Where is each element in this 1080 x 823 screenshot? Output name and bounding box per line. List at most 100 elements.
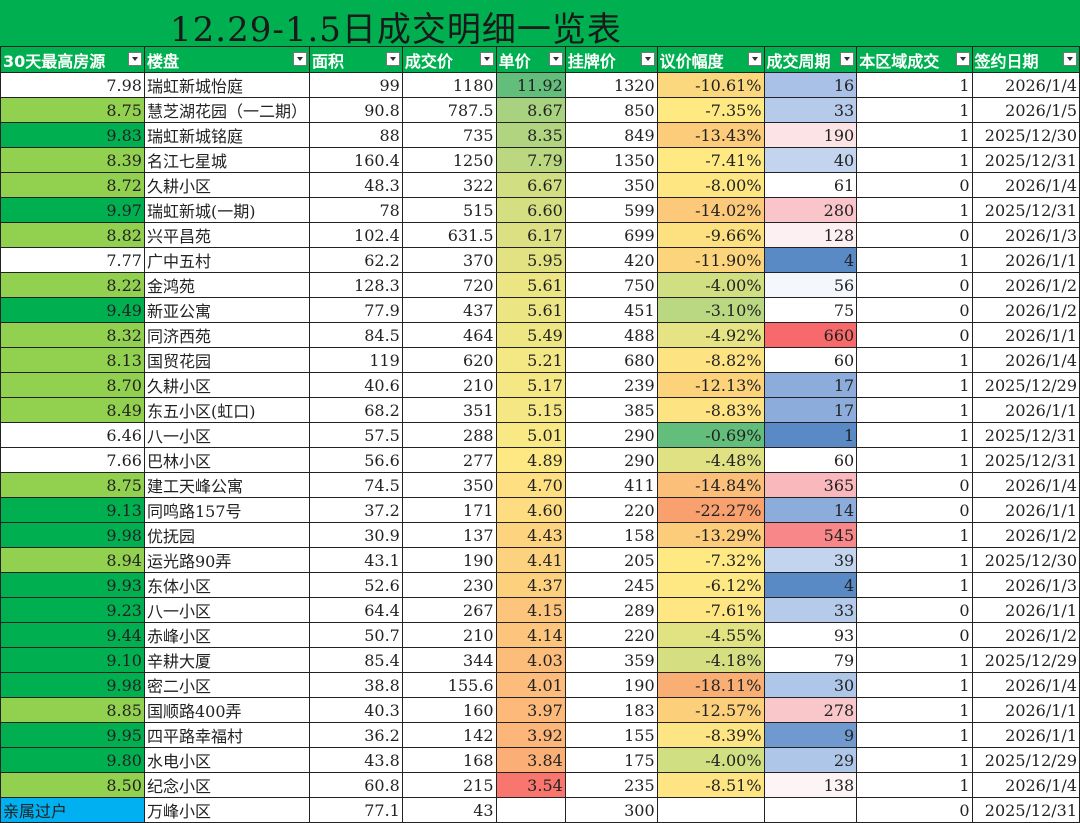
name-cell[interactable]: 国贸花园 xyxy=(143,347,310,373)
price-cell[interactable]: 210 xyxy=(401,372,497,398)
cycle-cell[interactable]: 17 xyxy=(763,397,858,423)
date-cell[interactable]: 2026/1/4 xyxy=(971,347,1080,373)
date-cell[interactable]: 2026/1/1 xyxy=(971,397,1080,423)
cycle-cell[interactable]: 75 xyxy=(763,297,858,323)
cycle-cell[interactable]: 128 xyxy=(763,222,858,248)
unit-price-cell[interactable]: 4.60 xyxy=(495,497,566,523)
area-cell[interactable]: 57.5 xyxy=(308,422,403,448)
column-header[interactable]: 本区域成交 xyxy=(856,46,973,73)
list-price-cell[interactable]: 220 xyxy=(564,622,658,648)
cycle-cell[interactable]: 9 xyxy=(763,722,858,748)
unit-price-cell[interactable]: 5.01 xyxy=(495,422,566,448)
list-price-cell[interactable]: 1320 xyxy=(564,72,658,98)
discount-cell[interactable]: -0.69% xyxy=(656,422,765,448)
list-price-cell[interactable]: 290 xyxy=(564,447,658,473)
area-cell[interactable]: 60.8 xyxy=(308,772,403,798)
unit-price-cell[interactable]: 5.17 xyxy=(495,372,566,398)
local-count-cell[interactable]: 0 xyxy=(856,497,973,523)
unit-price-cell[interactable]: 4.89 xyxy=(495,447,566,473)
discount-cell[interactable]: -13.29% xyxy=(656,522,765,548)
price-cell[interactable]: 155.6 xyxy=(401,672,497,698)
cycle-cell[interactable]: 660 xyxy=(763,322,858,348)
area-cell[interactable]: 74.5 xyxy=(308,472,403,498)
area-cell[interactable]: 85.4 xyxy=(308,647,403,673)
local-count-cell[interactable]: 0 xyxy=(856,272,973,298)
discount-cell[interactable]: -12.13% xyxy=(656,372,765,398)
filter-dropdown-icon[interactable] xyxy=(127,52,142,66)
discount-cell[interactable]: -14.02% xyxy=(656,197,765,223)
name-cell[interactable]: 瑞虹新城怡庭 xyxy=(143,72,310,98)
score-cell[interactable]: 6.46 xyxy=(0,422,145,448)
cycle-cell[interactable]: 29 xyxy=(763,747,858,773)
list-price-cell[interactable]: 235 xyxy=(564,772,658,798)
name-cell[interactable]: 东五小区(虹口) xyxy=(143,397,310,423)
list-price-cell[interactable]: 599 xyxy=(564,197,658,223)
list-price-cell[interactable]: 183 xyxy=(564,697,658,723)
score-cell[interactable]: 8.75 xyxy=(0,97,145,123)
price-cell[interactable]: 735 xyxy=(401,122,497,148)
score-cell[interactable]: 9.83 xyxy=(0,122,145,148)
area-cell[interactable]: 30.9 xyxy=(308,522,403,548)
unit-price-cell[interactable]: 4.01 xyxy=(495,672,566,698)
list-price-cell[interactable]: 289 xyxy=(564,597,658,623)
local-count-cell[interactable]: 1 xyxy=(856,72,973,98)
filter-dropdown-icon[interactable] xyxy=(479,52,494,66)
price-cell[interactable]: 190 xyxy=(401,547,497,573)
filter-dropdown-icon[interactable] xyxy=(385,52,400,66)
score-cell[interactable]: 9.23 xyxy=(0,597,145,623)
score-cell[interactable]: 7.66 xyxy=(0,447,145,473)
name-cell[interactable]: 瑞虹新城铭庭 xyxy=(143,122,310,148)
cycle-cell[interactable]: 17 xyxy=(763,372,858,398)
name-cell[interactable]: 瑞虹新城(一期) xyxy=(143,197,310,223)
local-count-cell[interactable]: 0 xyxy=(856,297,973,323)
unit-price-cell[interactable]: 3.84 xyxy=(495,747,566,773)
cycle-cell[interactable]: 4 xyxy=(763,572,858,598)
discount-cell[interactable]: -4.00% xyxy=(656,747,765,773)
price-cell[interactable]: 344 xyxy=(401,647,497,673)
area-cell[interactable]: 62.2 xyxy=(308,247,403,273)
area-cell[interactable]: 56.6 xyxy=(308,447,403,473)
discount-cell[interactable]: -13.43% xyxy=(656,122,765,148)
name-cell[interactable]: 赤峰小区 xyxy=(143,622,310,648)
local-count-cell[interactable]: 0 xyxy=(856,172,973,198)
local-count-cell[interactable]: 1 xyxy=(856,772,973,798)
score-cell[interactable]: 8.72 xyxy=(0,172,145,198)
discount-cell[interactable]: -7.41% xyxy=(656,147,765,173)
local-count-cell[interactable]: 0 xyxy=(856,597,973,623)
unit-price-cell[interactable]: 8.67 xyxy=(495,97,566,123)
area-cell[interactable]: 160.4 xyxy=(308,147,403,173)
discount-cell[interactable]: -8.39% xyxy=(656,722,765,748)
score-cell[interactable]: 8.94 xyxy=(0,547,145,573)
list-price-cell[interactable]: 849 xyxy=(564,122,658,148)
column-header[interactable]: 挂牌价 xyxy=(564,46,658,73)
filter-dropdown-icon[interactable] xyxy=(1063,52,1077,66)
discount-cell[interactable]: -4.55% xyxy=(656,622,765,648)
column-header[interactable]: 成交价 xyxy=(401,46,497,73)
list-price-cell[interactable]: 488 xyxy=(564,322,658,348)
price-cell[interactable]: 437 xyxy=(401,297,497,323)
date-cell[interactable]: 2026/1/2 xyxy=(971,297,1080,323)
area-cell[interactable]: 50.7 xyxy=(308,622,403,648)
column-header[interactable]: 议价幅度 xyxy=(656,46,765,73)
column-header[interactable]: 楼盘 xyxy=(143,46,310,73)
date-cell[interactable]: 2026/1/4 xyxy=(971,772,1080,798)
cycle-cell[interactable]: 60 xyxy=(763,347,858,373)
price-cell[interactable]: 137 xyxy=(401,522,497,548)
cycle-cell[interactable]: 93 xyxy=(763,622,858,648)
date-cell[interactable]: 2026/1/5 xyxy=(971,97,1080,123)
filter-dropdown-icon[interactable] xyxy=(548,52,563,66)
area-cell[interactable]: 40.3 xyxy=(308,697,403,723)
area-cell[interactable]: 64.4 xyxy=(308,597,403,623)
list-price-cell[interactable]: 158 xyxy=(564,522,658,548)
name-cell[interactable]: 同济西苑 xyxy=(143,322,310,348)
score-cell[interactable]: 8.82 xyxy=(0,222,145,248)
unit-price-cell[interactable]: 5.49 xyxy=(495,322,566,348)
local-count-cell[interactable]: 1 xyxy=(856,397,973,423)
unit-price-cell[interactable]: 6.67 xyxy=(495,172,566,198)
score-cell[interactable]: 8.22 xyxy=(0,272,145,298)
price-cell[interactable]: 171 xyxy=(401,497,497,523)
area-cell[interactable]: 78 xyxy=(308,197,403,223)
name-cell[interactable]: 八一小区 xyxy=(143,422,310,448)
date-cell[interactable]: 2025/12/29 xyxy=(971,747,1080,773)
discount-cell[interactable]: -12.57% xyxy=(656,697,765,723)
